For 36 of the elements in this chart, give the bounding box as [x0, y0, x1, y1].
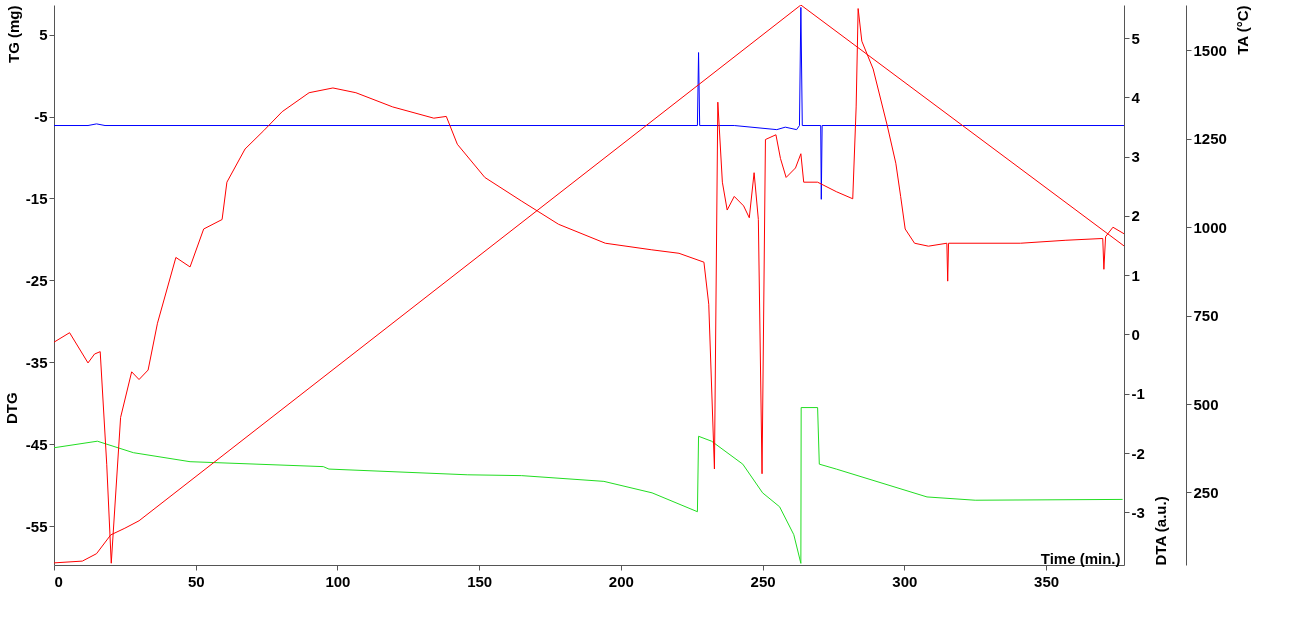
y2-tick-label: 3 — [1131, 148, 1140, 166]
x-axis-title: Time (min.) — [1040, 549, 1121, 567]
y-tick-label: -15 — [25, 190, 48, 207]
x-tick-label: 0 — [54, 572, 63, 590]
x-tick-label: 50 — [187, 572, 205, 590]
y3-tick-label: 1500 — [1193, 41, 1227, 59]
y3-axis-title: TA (°C) — [1233, 5, 1251, 55]
x-tick-label: 100 — [325, 572, 351, 590]
y-tick-label: 5 — [39, 26, 48, 44]
y2-tick-label: 4 — [1131, 88, 1141, 106]
y-tick-label: -5 — [34, 108, 48, 126]
y2-tick-label: -3 — [1131, 503, 1145, 521]
y2-axis-title: DTA (a.u.) — [1151, 496, 1169, 566]
x-tick-label: 300 — [892, 572, 918, 590]
y2-tick-label: 2 — [1131, 207, 1140, 225]
text: DTG — [3, 392, 20, 425]
line-series — [54, 6, 1124, 200]
x-tick-label: 150 — [467, 572, 493, 590]
y2-tick-label: -1 — [1131, 385, 1145, 403]
y-axis-title: TG (mg) — [4, 5, 22, 63]
y2-tick-label: -2 — [1131, 444, 1145, 462]
y3-tick-label: 1250 — [1193, 130, 1227, 148]
y2-tick-label: 1 — [1131, 266, 1140, 284]
x-tick-label: 350 — [1034, 572, 1060, 590]
y-tick-label: -35 — [25, 353, 48, 371]
y-tick-label: -55 — [25, 517, 48, 535]
y3-tick-label: 500 — [1193, 395, 1219, 413]
y-tick-label: -25 — [25, 271, 48, 289]
x-tick-label: 250 — [750, 572, 776, 590]
y2-tick-label: 5 — [1131, 29, 1140, 47]
y2-tick-label: 0 — [1131, 325, 1140, 343]
x-tick-label: 200 — [608, 572, 634, 590]
y-tick-label: -45 — [25, 435, 48, 453]
y3-tick-label: 750 — [1193, 307, 1219, 325]
y3-tick-label: 250 — [1193, 483, 1219, 501]
y3-tick-label: 1000 — [1193, 218, 1227, 236]
